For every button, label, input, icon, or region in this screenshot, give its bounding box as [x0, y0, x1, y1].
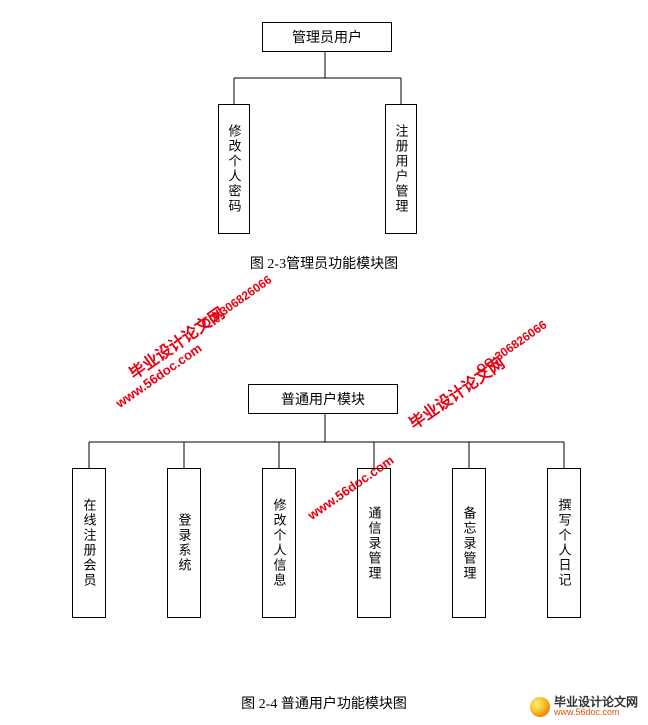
- d1-child-0: 修改个人密码: [218, 104, 250, 234]
- d2-child-0-label: 在线注册会员: [80, 498, 99, 588]
- d2-child-0: 在线注册会员: [72, 468, 106, 618]
- d2-child-4-label: 备忘录管理: [460, 506, 479, 581]
- footer-logo: 毕业设计论文网 www.56doc.com: [530, 696, 638, 717]
- d1-root-label: 管理员用户: [292, 27, 362, 47]
- footer-en: www.56doc.com: [554, 708, 638, 717]
- watermark-5: QQ:306826066: [473, 318, 549, 377]
- d2-root-node: 普通用户模块: [248, 384, 398, 414]
- d2-child-1: 登录系统: [167, 468, 201, 618]
- d2-child-5: 撰写个人日记: [547, 468, 581, 618]
- d2-child-3-label: 通信录管理: [365, 506, 384, 581]
- d2-root-label: 普通用户模块: [281, 389, 365, 409]
- d2-child-5-label: 撰写个人日记: [555, 498, 574, 588]
- d1-child-0-label: 修改个人密码: [225, 124, 244, 214]
- d1-child-1-label: 注册用户管理: [392, 124, 411, 214]
- d2-child-4: 备忘录管理: [452, 468, 486, 618]
- d2-child-3: 通信录管理: [357, 468, 391, 618]
- d2-child-1-label: 登录系统: [175, 513, 194, 573]
- d2-child-2: 修改个人信息: [262, 468, 296, 618]
- d1-child-1: 注册用户管理: [385, 104, 417, 234]
- d1-root-node: 管理员用户: [262, 22, 392, 52]
- globe-icon: [530, 697, 550, 717]
- d1-caption: 图 2-3管理员功能模块图: [0, 253, 648, 273]
- d2-child-2-label: 修改个人信息: [270, 498, 289, 588]
